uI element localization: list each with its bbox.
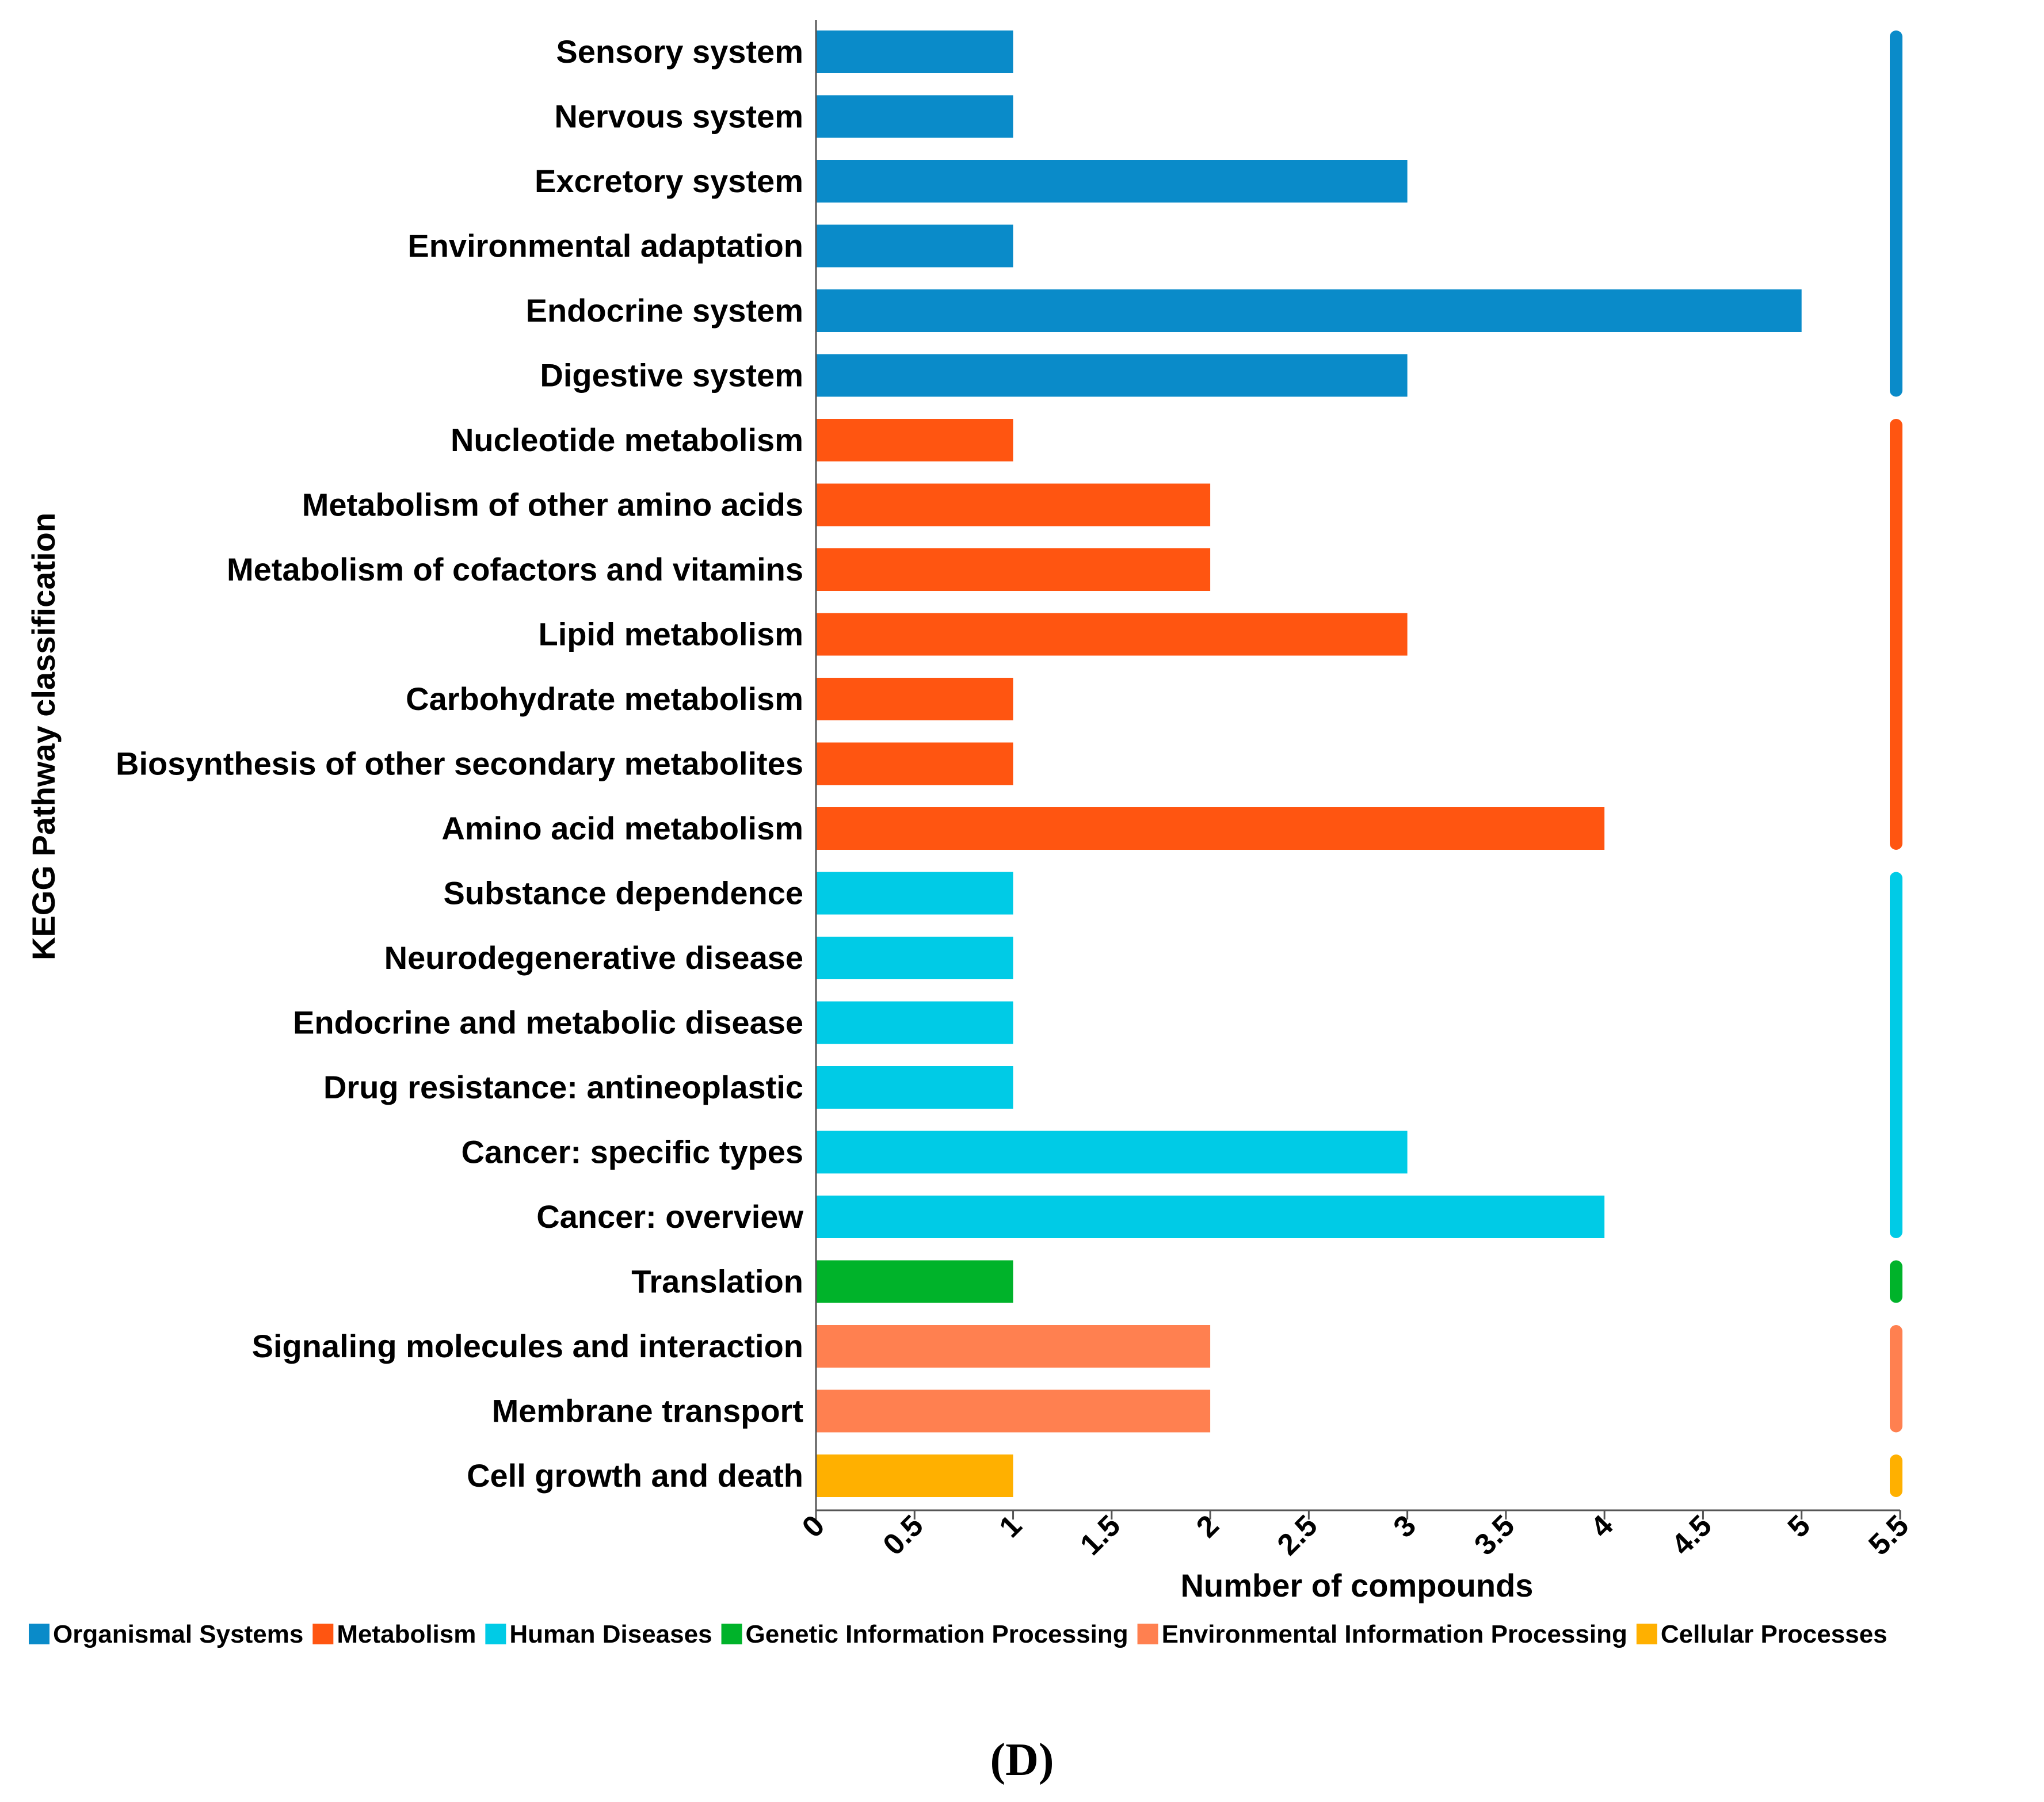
category-label: Sensory system [556,33,803,70]
bars [816,30,1802,1497]
x-tick-label: 0 [796,1509,831,1544]
category-label: Carbohydrate metabolism [406,681,803,717]
legend-label: Environmental Information Processing [1162,1620,1627,1648]
bar [816,224,1013,268]
category-label: Cancer: overview [536,1198,803,1235]
legend-swatch [29,1624,49,1644]
bar [816,678,1013,720]
bar [816,483,1211,526]
category-label: Digestive system [540,357,803,394]
category-label: Signaling molecules and interaction [252,1328,803,1364]
category-label: Excretory system [535,163,803,199]
bar [816,548,1211,591]
legend-swatch [485,1624,506,1644]
category-label: Endocrine system [526,292,803,329]
x-tick-label: 3.5 [1468,1509,1521,1562]
category-labels: Sensory system Nervous system Excretory sy… [116,33,803,1494]
x-tick-label: 5.5 [1862,1509,1915,1562]
bar [816,613,1408,656]
x-tick-label: 1 [993,1509,1028,1544]
bar [816,937,1013,979]
bar [816,807,1605,850]
bar [816,1454,1013,1497]
bar [816,95,1013,138]
bar [816,1325,1211,1368]
category-label: Endocrine and metabolic disease [293,1005,803,1041]
x-tick-label: 2.5 [1271,1509,1324,1562]
category-label: Drug resistance: antineoplastic [323,1069,803,1105]
x-tick-label: 0.5 [877,1509,930,1562]
group-strip [1890,1325,1902,1433]
group-strip [1890,30,1902,397]
bar [816,419,1013,461]
category-label: Biosynthesis of other secondary metaboli… [116,746,803,782]
x-tick-label: 4 [1584,1509,1620,1544]
category-label: Metabolism of other amino acids [302,487,803,523]
legend: Organismal Systems Metabolism Human Diseas… [29,1620,1887,1648]
category-label: Neurodegenerative disease [384,940,803,976]
category-label: Cell growth and death [467,1457,803,1494]
y-axis-title: KEGG Pathway classification [25,513,62,960]
category-label: Substance dependence [443,875,803,911]
legend-label: Metabolism [337,1620,476,1648]
legend-swatch [312,1624,334,1644]
panel-label: (D) [990,1735,1054,1785]
category-label: Nucleotide metabolism [451,422,803,458]
bar [816,742,1013,785]
group-strip [1890,419,1902,850]
bar [816,354,1408,397]
category-label: Metabolism of cofactors and vitamins [227,551,803,587]
bar [816,1389,1211,1433]
category-label: Amino acid metabolism [441,810,803,846]
x-ticks: 0 0.5 1 1.5 2 2.5 3 3.5 4 4.5 5 5.5 [796,1509,1915,1562]
bar [816,872,1013,915]
group-strips [1890,30,1902,1497]
bar [816,1260,1013,1303]
x-axis-title: Number of compounds [1181,1567,1534,1604]
category-label: Lipid metabolism [539,616,804,652]
legend-label: Human Diseases [509,1620,712,1648]
legend-label: Genetic Information Processing [746,1620,1128,1648]
x-tick-label: 3 [1387,1509,1423,1544]
group-strip [1890,1454,1902,1497]
x-tick-label: 5 [1782,1509,1817,1544]
category-label: Nervous system [554,98,803,135]
legend-swatch [721,1624,742,1644]
x-tick-label: 1.5 [1074,1509,1127,1562]
bar [816,1131,1408,1174]
category-label: Translation [631,1263,803,1300]
x-tick-label: 4.5 [1665,1509,1718,1562]
bar [816,160,1408,203]
bar [816,30,1013,73]
group-strip [1890,1260,1902,1303]
bar [816,1196,1605,1238]
category-label: Cancer: specific types [462,1134,803,1170]
x-tick-label: 2 [1190,1509,1225,1544]
bar [816,1066,1013,1109]
bar [816,1001,1013,1044]
legend-swatch [1636,1624,1657,1644]
legend-label: Cellular Processes [1661,1620,1887,1648]
group-strip [1890,872,1902,1238]
category-label: Environmental adaptation [407,228,803,264]
legend-label: Organismal Systems [53,1620,303,1648]
bar [816,289,1802,332]
legend-swatch [1137,1624,1158,1644]
category-label: Membrane transport [492,1393,803,1429]
